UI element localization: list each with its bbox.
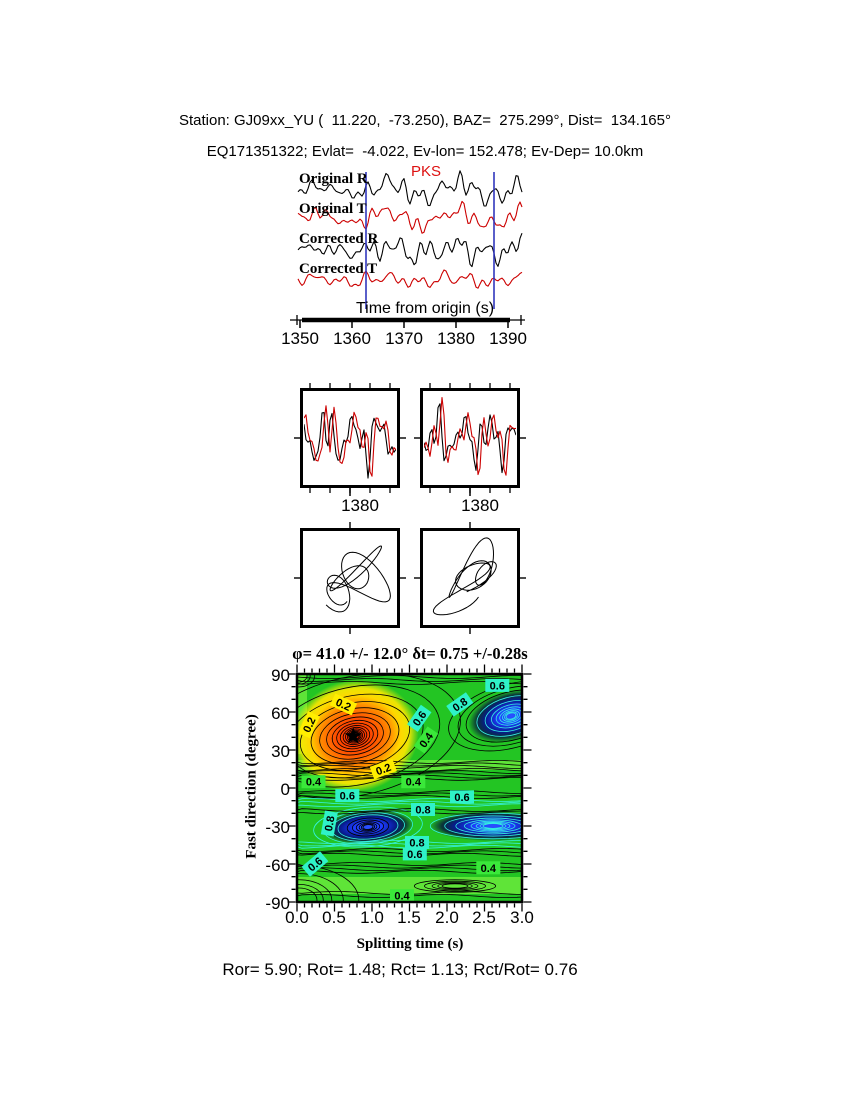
particle-motion-corrected [414, 522, 526, 634]
svg-text:0.4: 0.4 [406, 777, 422, 789]
svg-text:0.6: 0.6 [407, 849, 422, 861]
xtick-25: 2.5 [472, 908, 496, 927]
xtick-15: 1.5 [397, 908, 421, 927]
ytick-60: 60 [271, 704, 290, 723]
misfit-title: φ= 41.0 +/- 12.0° δt= 0.75 +/-0.28s [292, 644, 528, 663]
ytick-90: 90 [271, 666, 290, 685]
ytick-m90: -90 [265, 894, 290, 913]
time-tick-1370: 1370 [385, 329, 423, 348]
waveform-traces-canvas [297, 170, 523, 309]
trace-label-original-r: Original R [299, 171, 368, 187]
svg-text:0.2: 0.2 [301, 716, 318, 735]
time-tick-1360: 1360 [333, 329, 371, 348]
svg-text:0.4: 0.4 [306, 777, 322, 789]
time-tick-1380: 1380 [437, 329, 475, 348]
svg-text:0.2: 0.2 [374, 762, 392, 779]
svg-text:0.4: 0.4 [394, 891, 410, 903]
svg-text:0.6: 0.6 [490, 680, 505, 692]
phase-pick-label: PKS [411, 163, 442, 180]
time-axis-title: Time from origin (s) [355, 300, 495, 317]
svg-text:0.8: 0.8 [409, 838, 424, 850]
trace-label-corrected-t: Corrected T [299, 261, 378, 277]
svg-text:0.2: 0.2 [334, 697, 353, 714]
time-axis-line [290, 315, 525, 328]
svg-text:0.4: 0.4 [481, 863, 497, 875]
ratio-footer: Ror= 5.90; Rot= 1.48; Rct= 1.13; Rct/Rot… [222, 960, 578, 979]
pair-left-tick-label: 1380 [341, 496, 379, 515]
xtick-1: 1.0 [360, 908, 384, 927]
trace-label-original-t: Original T [299, 201, 367, 217]
ytick-30: 30 [271, 742, 290, 761]
time-tick-1390: 1390 [489, 329, 527, 348]
station-header: Station: GJ09xx_YU ( 11.220, -73.250), B… [178, 112, 671, 129]
svg-text:0.8: 0.8 [323, 815, 337, 832]
ytick-m30: -30 [265, 818, 290, 837]
misfit-contour-canvas: 0.20.20.20.60.80.60.40.4 0.40.6 0.60.80.80… [287, 664, 532, 912]
ytick-m60: -60 [265, 856, 290, 875]
svg-text:0.6: 0.6 [454, 792, 469, 804]
xtick-0: 0.0 [285, 908, 309, 927]
pair-overlay-right [414, 383, 526, 496]
time-tick-1350: 1350 [281, 329, 319, 348]
pair-overlay-left [294, 383, 406, 496]
xtick-2: 2.0 [435, 908, 459, 927]
particle-motion-original [294, 522, 406, 634]
ytick-0: 0 [280, 780, 290, 799]
event-header: EQ171351322; Evlat= -4.022, Ev-lon= 152.… [206, 143, 644, 160]
trace-label-corrected-r: Corrected R [299, 231, 379, 247]
xtick-3: 3.0 [510, 908, 534, 927]
svg-text:0.8: 0.8 [415, 805, 430, 817]
x-axis-title: Splitting time (s) [356, 936, 464, 952]
xtick-05: 0.5 [322, 908, 346, 927]
svg-text:0.6: 0.6 [340, 791, 355, 803]
pair-right-tick-label: 1380 [461, 496, 499, 515]
